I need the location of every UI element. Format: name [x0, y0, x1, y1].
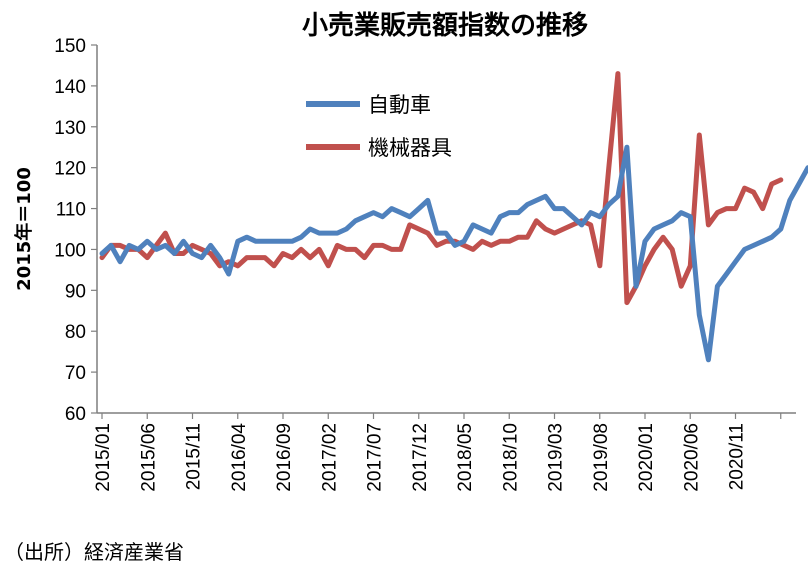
axes — [96, 45, 796, 414]
x-tick-label: 2015/11 — [184, 423, 205, 490]
x-tick-labels: 2015/01 2015/06 2015/11 2016/04 2016/09 2017/… — [93, 413, 782, 492]
y-tick-label: 100 — [54, 240, 86, 261]
y-tick-label: 80 — [65, 322, 86, 343]
source-note: （出所）経済産業省 — [4, 540, 184, 564]
legend-label: 機械器具 — [368, 136, 452, 160]
x-tick-label: 2018/10 — [500, 423, 521, 492]
x-tick-label: 2017/12 — [410, 423, 431, 492]
x-tick-label: 2017/02 — [319, 423, 340, 492]
x-tick-label: 2020/11 — [727, 423, 748, 490]
y-tick-label: 60 — [65, 404, 86, 425]
x-tick-label: 2019/03 — [546, 423, 567, 492]
x-tick-label: 2015/01 — [93, 423, 114, 492]
legend-label: 自動車 — [368, 93, 431, 117]
x-tick-label: 2020/06 — [681, 423, 702, 492]
series-line-機械器具 — [99, 71, 784, 306]
y-axis-label: 2015年＝100 — [13, 167, 35, 291]
x-tick-label: 2016/09 — [274, 423, 295, 492]
y-tick-labels: 60 70 80 90 100 110 120 130 140 150 — [54, 36, 97, 425]
y-tick-label: 140 — [54, 77, 86, 98]
y-tick-label: 150 — [54, 36, 86, 57]
x-tick-label: 2020/01 — [636, 423, 657, 492]
chart-title: 小売業販売額指数の推移 — [302, 11, 588, 41]
series-line-自動車 — [99, 144, 808, 363]
y-tick-label: 110 — [56, 200, 86, 221]
y-tick-label: 120 — [54, 159, 86, 180]
x-tick-label: 2019/08 — [591, 423, 612, 492]
y-tick-label: 130 — [54, 118, 86, 139]
x-tick-label: 2015/06 — [138, 423, 159, 492]
x-tick-label: 2016/04 — [229, 423, 250, 492]
series-lines — [99, 71, 808, 363]
x-tick-label: 2017/07 — [365, 423, 386, 492]
y-tick-label: 70 — [65, 363, 86, 384]
x-tick-label: 2018/05 — [455, 423, 476, 492]
y-tick-label: 90 — [65, 281, 86, 302]
